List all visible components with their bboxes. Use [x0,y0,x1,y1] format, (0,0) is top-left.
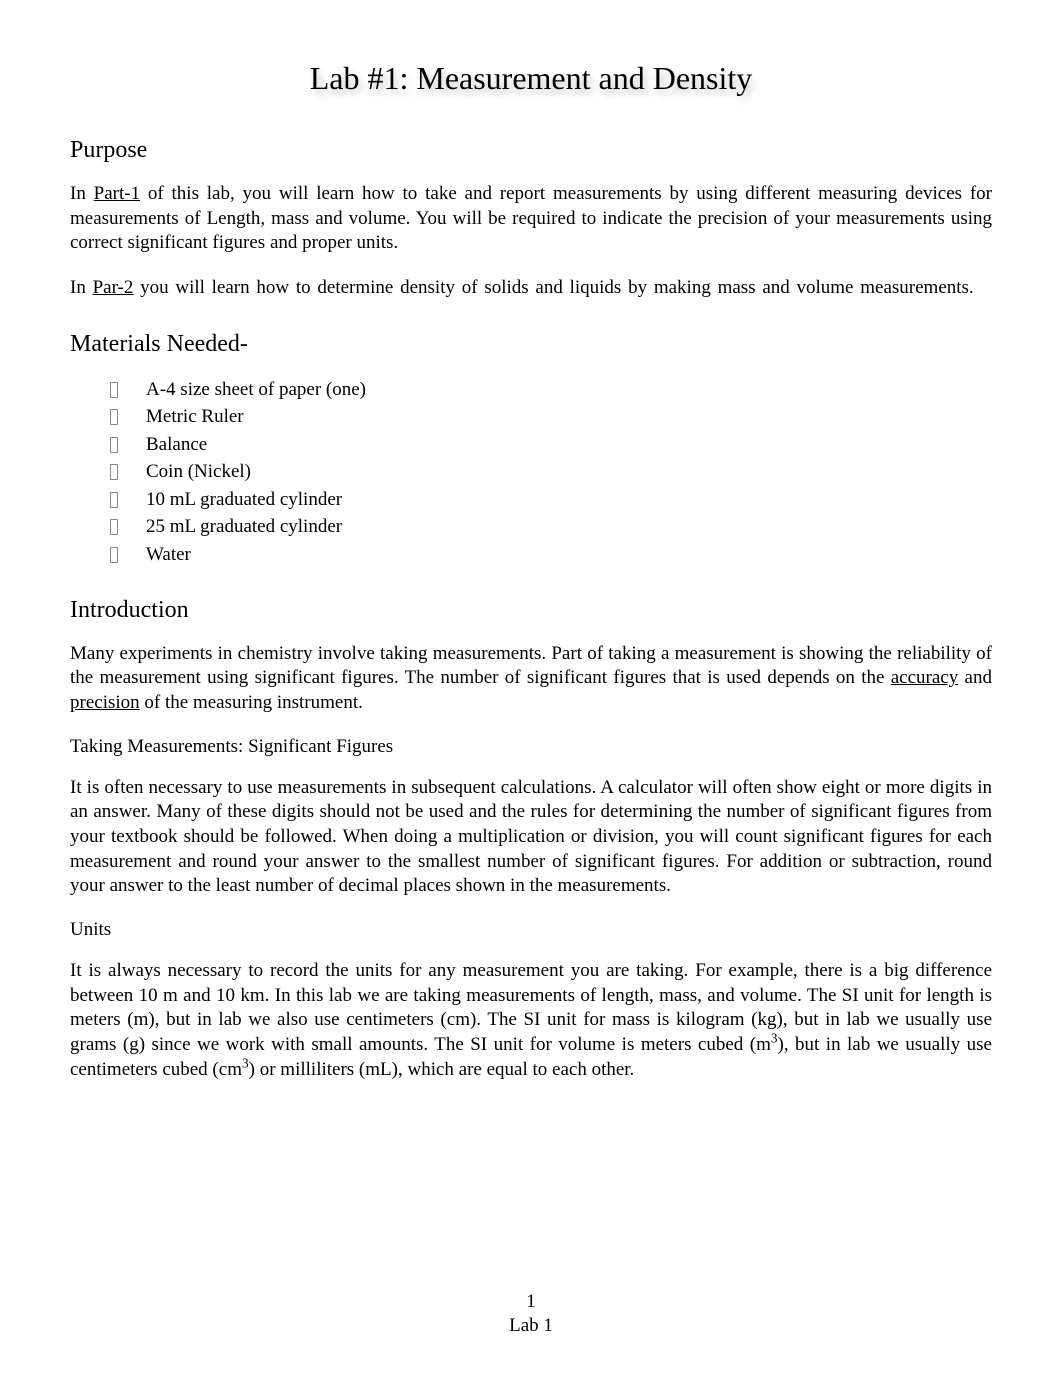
list-item: Metric Ruler [110,403,992,431]
introduction-heading: Introduction [70,597,992,624]
units-para: It is always necessary to record the uni… [70,959,992,1082]
list-item: 25 mL graduated cylinder [110,513,992,541]
page-title: Lab #1: Measurement and Density [310,60,753,97]
intro-para-1: Many experiments in chemistry involve ta… [70,642,992,716]
sigfig-subheading: Taking Measurements: Significant Figures [70,736,992,758]
page-number: 1 [0,1290,1062,1315]
sigfig-para: It is often necessary to use measurement… [70,776,992,899]
list-item: A-4 size sheet of paper (one) [110,376,992,404]
materials-heading: Materials Needed- [70,331,992,358]
list-item: Water [110,541,992,569]
page-footer: 1 Lab 1 [0,1290,1062,1339]
units-subheading: Units [70,919,992,941]
purpose-para-2: In Par-2 you will learn how to determine… [70,276,992,301]
purpose-heading: Purpose [70,137,992,164]
list-item: Coin (Nickel) [110,458,992,486]
list-item: 10 mL graduated cylinder [110,486,992,514]
purpose-para-1: In Part-1 of this lab, you will learn ho… [70,182,992,256]
list-item: Balance [110,431,992,459]
materials-list: A-4 size sheet of paper (one) Metric Rul… [70,376,992,569]
footer-label: Lab 1 [0,1314,1062,1339]
